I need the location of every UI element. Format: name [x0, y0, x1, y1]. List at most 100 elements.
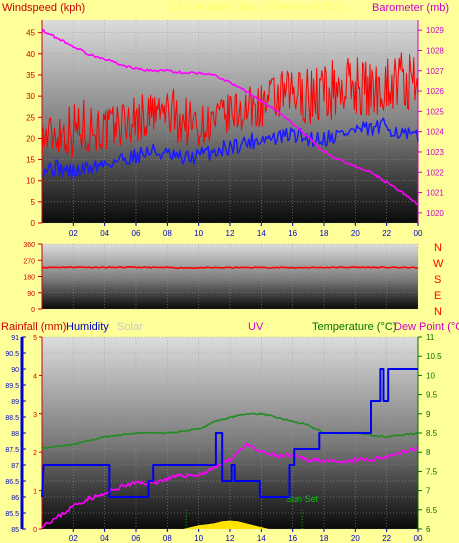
direction-y-axis: 0 90 180 270 360	[23, 242, 43, 314]
direction-tick-label: 0	[31, 307, 35, 314]
humidity-tick-label: 90.5	[5, 351, 19, 358]
avg-wind-line	[41, 117, 419, 180]
direction-tick-label: 90	[27, 291, 35, 298]
barometer-tick-label: 1028	[426, 46, 444, 55]
graph-title: 24 hour graph (ian) 10 November 2022	[171, 2, 344, 13]
humidity-tick-label: 91	[11, 335, 19, 342]
rainfall-tick-label: 0	[33, 527, 37, 534]
x-tick-label: 08	[163, 229, 172, 238]
direction-panel-series	[41, 265, 419, 270]
temperature-tick-label: 11	[426, 333, 435, 342]
temperature-y-axis: 6 6.5 7 7.5 8 8.5 9 9.5 10 10.5 11	[417, 333, 442, 534]
windspeed-tick-label: 15	[26, 156, 35, 165]
windspeed-tick-label: 30	[26, 92, 35, 101]
barometer-line	[41, 28, 419, 205]
compass-e: E	[434, 290, 441, 302]
wind-panel-x-axis: 02 04 06 08 10 12 14 16 18 20 22 00	[69, 223, 423, 238]
windspeed-tick-label: 20	[26, 134, 35, 143]
x-tick-label: 14	[257, 229, 266, 238]
humidity-y-axis: 85 85.5 86 86.5 87 87.5 88 88.5 89 89.5 90 90.5 91	[5, 335, 26, 534]
x-tick-label: 16	[288, 229, 297, 238]
x-tick-label: 12	[226, 534, 235, 543]
rain-panel-x-axis: 02 04 06 08 10 12 14 16 18 20 22 00	[69, 529, 423, 543]
temperature-tick-label: 8	[426, 448, 431, 457]
x-tick-label: 10	[194, 229, 203, 238]
humidity-tick-label: 88.5	[5, 415, 19, 422]
windspeed-axis-title: Windspeed (kph)	[2, 2, 85, 14]
barometer-axis-title: Barometer (mb)	[372, 2, 449, 14]
humidity-tick-label: 86.5	[5, 479, 19, 486]
wind-panel-grid	[42, 20, 419, 224]
sunset-label: Sun Set	[286, 494, 319, 504]
rainfall-tick-label: 2	[33, 450, 37, 457]
rainfall-tick-label: 3	[33, 412, 37, 419]
humidity-tick-label: 85.5	[5, 511, 19, 518]
x-tick-label: 06	[132, 229, 141, 238]
wind-direction-line	[41, 265, 419, 270]
windspeed-tick-label: 0	[31, 219, 36, 228]
compass-n-bottom: N	[434, 306, 442, 318]
barometer-tick-label: 1022	[426, 168, 444, 177]
x-tick-label: 22	[382, 534, 391, 543]
humidity-tick-label: 87.5	[5, 447, 19, 454]
rainfall-tick-label: 1	[33, 489, 37, 496]
rainfall-tick-label: 4	[33, 373, 37, 380]
temperature-tick-label: 10.5	[426, 352, 442, 361]
windspeed-tick-label: 25	[26, 113, 35, 122]
temperature-tick-label: 9.5	[426, 391, 438, 400]
x-tick-label: 00	[414, 229, 423, 238]
uv-axis-title: UV	[248, 321, 264, 333]
dewpoint-axis-title: Dew Point (°C)	[394, 321, 459, 333]
compass-labels: N W S E N	[433, 242, 444, 318]
barometer-tick-label: 1021	[426, 189, 444, 198]
humidity-axis-title: Humidity	[66, 321, 109, 333]
x-tick-label: 12	[226, 229, 235, 238]
rainfall-axis-title: Rainfall (mm)	[1, 321, 66, 333]
x-tick-label: 04	[100, 534, 109, 543]
rain-panel-series: Sun Set	[41, 368, 419, 529]
rainfall-tick-label: 5	[33, 335, 37, 342]
compass-w: W	[433, 258, 444, 270]
direction-tick-label: 270	[23, 258, 35, 265]
humidity-tick-label: 89	[11, 399, 19, 406]
humidity-tick-label: 88	[11, 431, 19, 438]
windspeed-tick-label: 10	[26, 177, 35, 186]
x-tick-label: 18	[320, 534, 329, 543]
x-tick-label: 00	[414, 534, 423, 543]
humidity-tick-label: 90	[11, 367, 19, 374]
x-tick-label: 08	[163, 534, 172, 543]
temperature-tick-label: 7.5	[426, 467, 438, 476]
humidity-tick-label: 85	[11, 527, 19, 534]
temperature-tick-label: 8.5	[426, 429, 438, 438]
temperature-tick-label: 7	[426, 487, 431, 496]
humidity-tick-label: 87	[11, 463, 19, 470]
x-tick-label: 20	[351, 534, 360, 543]
x-tick-label: 20	[351, 229, 360, 238]
rainfall-y-axis: 0 1 2 3 4 5	[33, 335, 43, 534]
barometer-tick-label: 1027	[426, 67, 444, 76]
windspeed-tick-label: 35	[26, 71, 35, 80]
temperature-tick-label: 10	[426, 371, 435, 380]
direction-tick-label: 360	[23, 242, 35, 249]
barometer-tick-label: 1026	[426, 87, 444, 96]
x-tick-label: 04	[100, 229, 109, 238]
windspeed-tick-label: 40	[26, 50, 35, 59]
direction-tick-label: 180	[23, 275, 35, 282]
temperature-axis-title: Temperature (°C)	[312, 321, 396, 333]
wind-panel-series	[41, 28, 419, 205]
barometer-tick-label: 1020	[426, 209, 444, 218]
windspeed-tick-label: 5	[31, 198, 36, 207]
compass-s: S	[434, 274, 441, 286]
x-tick-label: 10	[194, 534, 203, 543]
compass-n-top: N	[434, 242, 442, 254]
x-tick-label: 16	[288, 534, 297, 543]
solar-axis-title: Solar	[117, 321, 143, 333]
x-tick-label: 02	[69, 534, 78, 543]
barometer-y-axis: 1020 1021 1022 1023 1024 1025 1026 1027 1028 1029	[417, 20, 444, 223]
wind-gust-line	[41, 52, 419, 159]
barometer-tick-label: 1023	[426, 148, 444, 157]
windspeed-tick-label: 45	[26, 29, 35, 38]
barometer-tick-label: 1025	[426, 107, 444, 116]
direction-panel-grid	[42, 243, 419, 310]
